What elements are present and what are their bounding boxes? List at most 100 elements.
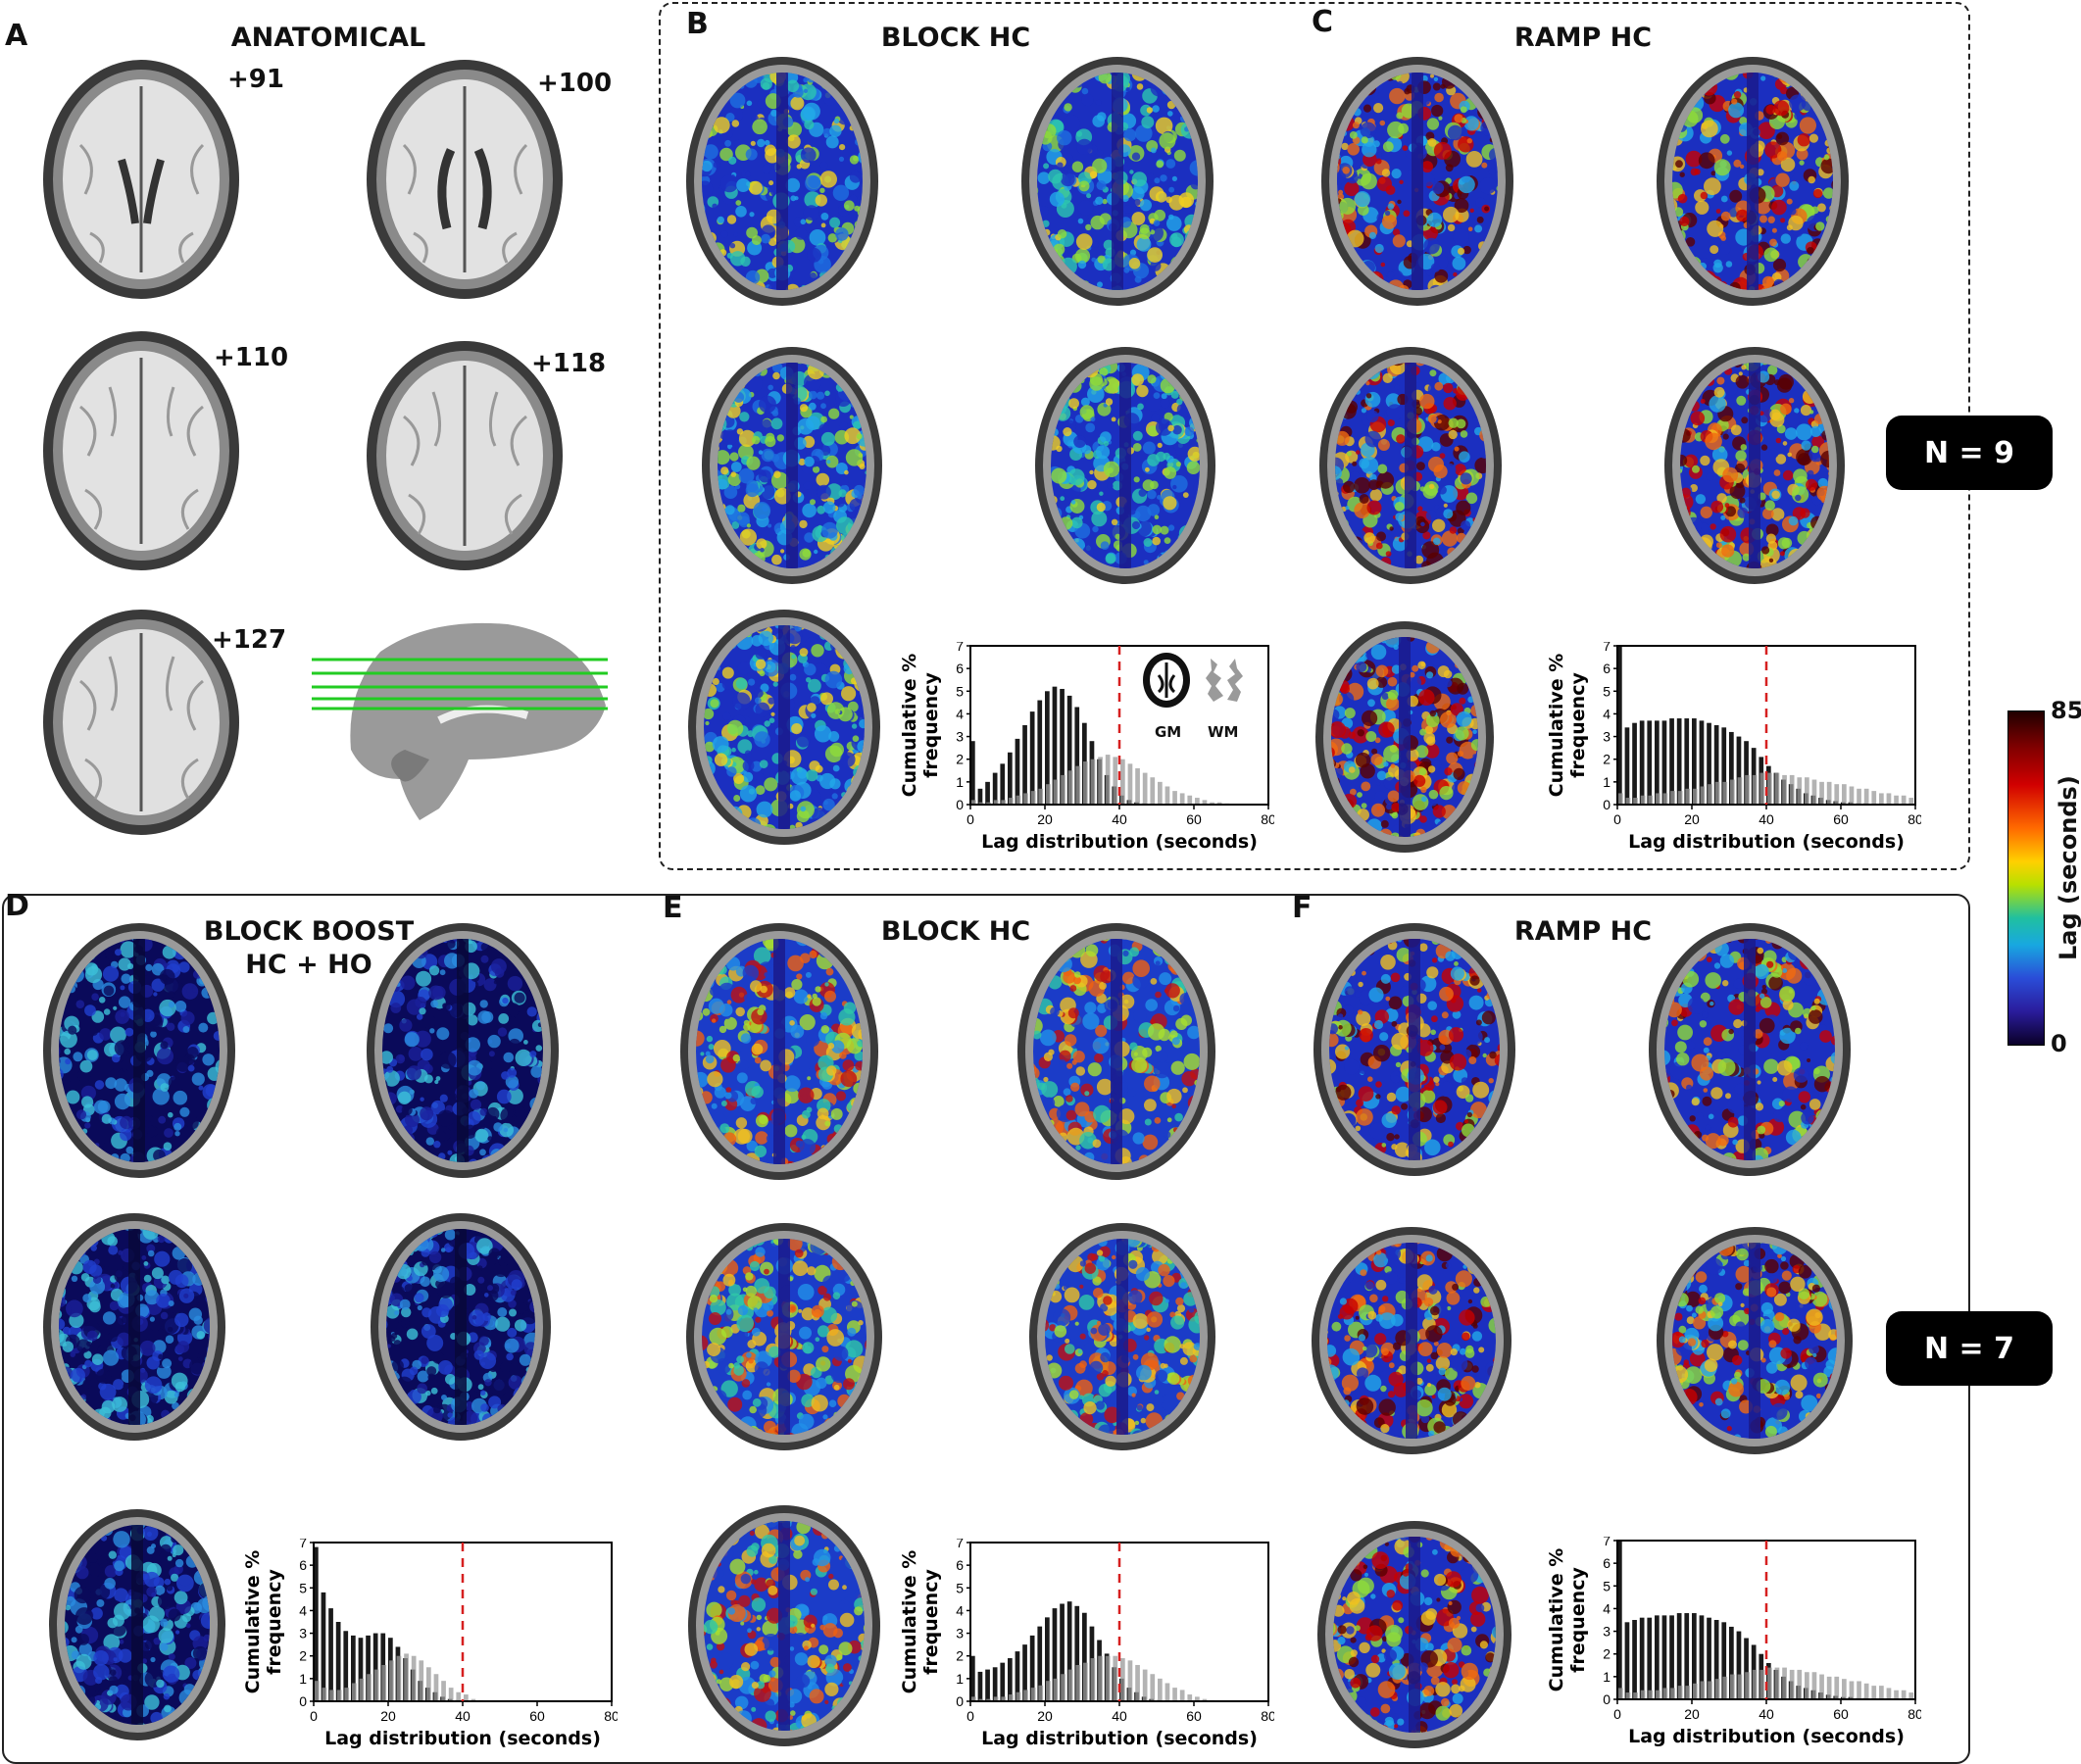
bar-wm (337, 1690, 342, 1701)
bar-wm (1061, 1674, 1065, 1701)
bar-wm (1722, 1677, 1727, 1699)
bar-wm (1775, 773, 1780, 805)
bar-gm (1030, 711, 1035, 805)
bar-wm (1143, 773, 1148, 805)
lag-map-slice (684, 55, 880, 308)
y-tick-label: 3 (956, 729, 964, 745)
x-tick-label: 60 (1186, 1708, 1202, 1724)
bar-wm (1678, 791, 1683, 805)
y-axis-label-line2: frequency (1567, 1567, 1589, 1673)
x-tick-label: 40 (1112, 1708, 1127, 1724)
bar-wm (381, 1665, 386, 1701)
bar-wm (1857, 789, 1861, 805)
bar-gm (1632, 1620, 1637, 1699)
bar-wm (1618, 793, 1623, 805)
bar-wm (1902, 1690, 1907, 1699)
y-tick-label: 4 (956, 706, 964, 721)
bar-wm (1730, 780, 1735, 805)
bar-wm (1135, 768, 1140, 805)
panel-c-title: RAMP HC (1470, 22, 1696, 55)
bar-wm (1180, 793, 1185, 805)
x-tick-label: 20 (1684, 1706, 1700, 1722)
lag-map-slice (41, 1211, 227, 1443)
panel-letter-f: F (1292, 894, 1313, 923)
x-tick-label: 60 (529, 1708, 545, 1724)
bar-gm (978, 1672, 983, 1701)
bar-gm (985, 782, 990, 805)
bar-wm (1834, 784, 1839, 805)
anatomical-slice-118 (365, 338, 566, 573)
bar-wm (1648, 796, 1653, 805)
bar-wm (1722, 782, 1727, 805)
bar-gm (1655, 720, 1660, 805)
bar-wm (1887, 1688, 1892, 1699)
bar-wm (1693, 789, 1698, 805)
y-tick-label: 5 (1603, 1578, 1610, 1593)
bar-wm (1871, 1686, 1876, 1699)
y-tick-label: 1 (1603, 1669, 1610, 1685)
lag-map-slice (1019, 55, 1215, 308)
bar-gm (1000, 763, 1005, 805)
lag-map-slice (686, 608, 882, 847)
bar-wm (1106, 1656, 1111, 1701)
y-tick-label: 6 (956, 1557, 964, 1573)
bar-gm (1625, 1622, 1630, 1699)
bar-wm (1083, 1663, 1088, 1701)
lag-map-slice (1655, 1225, 1855, 1456)
x-tick-label: 80 (1908, 811, 1921, 827)
y-tick-label: 7 (1603, 1537, 1610, 1548)
y-tick-label: 5 (956, 683, 964, 699)
x-tick-label: 80 (1908, 1706, 1921, 1722)
bar-wm (1812, 780, 1817, 805)
bar-wm (456, 1692, 461, 1701)
x-tick-label: 0 (1613, 811, 1621, 827)
bar-wm (1150, 1674, 1155, 1701)
y-tick-label: 5 (956, 1580, 964, 1595)
bar-wm (1641, 1690, 1646, 1699)
y-axis-label-line1: Cumulative % (1546, 654, 1567, 798)
bar-wm (1656, 1690, 1660, 1699)
bar-wm (1009, 1694, 1014, 1701)
y-tick-label: 0 (1603, 797, 1610, 812)
bar-gm (1655, 1615, 1660, 1699)
bar-wm (1753, 775, 1758, 805)
y-tick-label: 1 (299, 1671, 307, 1687)
x-tick-label: 80 (1261, 811, 1274, 827)
lag-map-slice (1016, 921, 1217, 1182)
bar-wm (322, 1688, 327, 1701)
bar-gm (978, 789, 983, 805)
y-tick-label: 0 (956, 1693, 964, 1709)
bar-wm (1187, 1694, 1192, 1701)
bar-wm (1819, 782, 1824, 805)
bar-wm (1054, 780, 1059, 805)
bar-wm (1670, 791, 1675, 805)
bar-wm (352, 1683, 357, 1701)
bar-gm (322, 1592, 326, 1701)
y-tick-label: 3 (299, 1626, 307, 1642)
bar-wm (1790, 775, 1795, 805)
bar-gm (1625, 727, 1630, 805)
y-tick-label: 1 (1603, 774, 1610, 790)
bar-wm (1626, 798, 1631, 805)
y-tick-label: 6 (299, 1557, 307, 1573)
bar-wm (1091, 1658, 1096, 1701)
y-tick-label: 4 (299, 1602, 307, 1618)
bar-wm (1871, 791, 1876, 805)
y-tick-label: 7 (956, 642, 964, 654)
bar-wm (426, 1667, 431, 1701)
y-axis-label-line1: Cumulative % (1546, 1548, 1567, 1692)
bar-wm (1120, 760, 1125, 805)
bar-wm (1738, 777, 1743, 805)
bar-wm (1685, 789, 1690, 805)
y-tick-label: 3 (1603, 1624, 1610, 1640)
bar-wm (1857, 1681, 1861, 1699)
bar-wm (1098, 757, 1103, 805)
bar-wm (1031, 791, 1036, 805)
bar-wm (1068, 770, 1073, 805)
x-tick-label: 20 (380, 1708, 396, 1724)
bar-wm (1128, 763, 1133, 805)
bar-wm (441, 1681, 446, 1701)
bar-wm (1678, 1686, 1683, 1699)
bar-wm (367, 1674, 372, 1701)
